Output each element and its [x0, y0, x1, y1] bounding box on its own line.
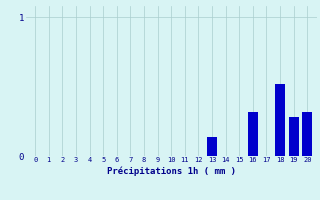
Bar: [302, 112, 312, 156]
X-axis label: Précipitations 1h ( mm ): Précipitations 1h ( mm ): [107, 166, 236, 176]
Bar: [289, 117, 299, 156]
Bar: [275, 84, 285, 156]
Bar: [207, 137, 217, 156]
Bar: [248, 112, 258, 156]
